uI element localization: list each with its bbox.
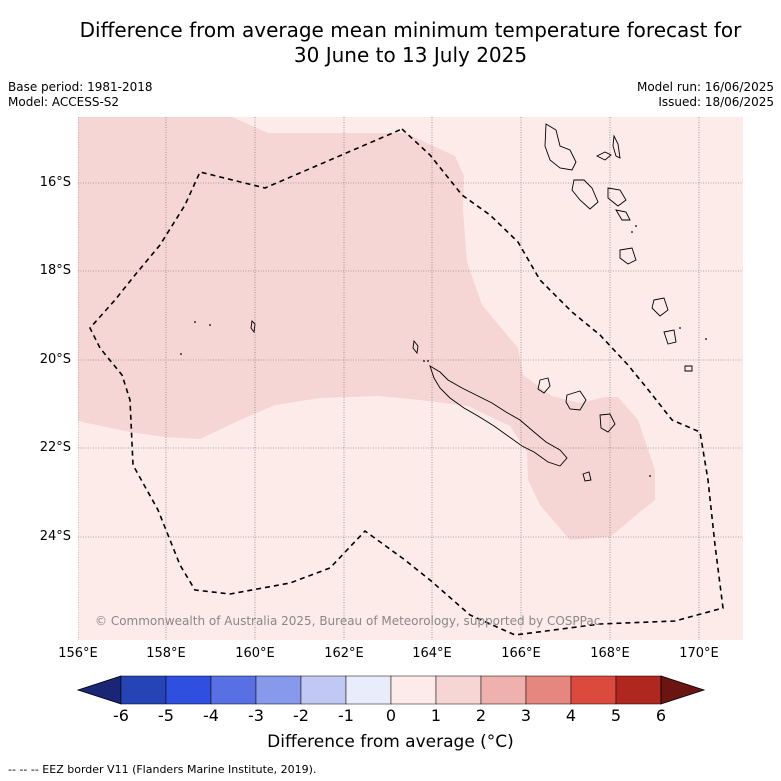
vanuatu-erromango (651, 297, 669, 317)
colorbar-bin (570, 675, 617, 705)
colorbar (76, 675, 706, 705)
vanuatu-maewo (612, 134, 621, 159)
forecast-map (78, 117, 743, 640)
colorbar-bin (300, 675, 347, 705)
base-period: Base period: 1981-2018 (8, 80, 153, 94)
vanuatu-shepherd-islands (615, 209, 631, 221)
colorbar-tick: 1 (430, 706, 442, 725)
lon-label-166e: 166°E (501, 646, 541, 661)
lon-label-156e: 156°E (58, 646, 98, 661)
colorbar-bin (390, 675, 437, 705)
copyright-notice: © Commonwealth of Australia 2025, Bureau… (95, 614, 601, 628)
colorbar-tick: -1 (338, 706, 354, 725)
model-run: Model run: 16/06/2025 (636, 80, 774, 94)
colorbar-tick: -3 (248, 706, 264, 725)
colorbar-tick: -4 (203, 706, 219, 725)
lat-label-16s: 16°S (39, 175, 71, 190)
colorbar-tick: 6 (655, 706, 667, 725)
colorbar-bin (255, 675, 302, 705)
title-line-2: 30 June to 13 July 2025 (293, 43, 528, 67)
lon-label-164e: 164°E (412, 646, 452, 661)
lat-label-20s: 20°S (39, 352, 71, 367)
colorbar-bin (345, 675, 392, 705)
colorbar-tick: -6 (113, 706, 129, 725)
meta-right: Model run: 16/06/2025 Issued: 18/06/2025 (637, 80, 774, 110)
ouvea-island (537, 377, 551, 394)
mare-island (599, 413, 616, 433)
small-islets (180, 225, 707, 477)
colorbar-tick: 4 (565, 706, 577, 725)
eez-legend-note: -- -- -- EEZ border V11 (Flanders Marine… (8, 763, 317, 776)
anomaly-region-1-2 (78, 117, 655, 540)
colorbar-tick: -5 (158, 706, 174, 725)
isle-of-pines (582, 471, 592, 482)
vanuatu-espiritu-santo (544, 123, 577, 171)
colorbar-tick: 3 (520, 706, 532, 725)
colorbar-tick: 5 (610, 706, 622, 725)
meta-left: Base period: 1981-2018 Model: ACCESS-S2 (8, 80, 153, 110)
colorbar-bin (435, 675, 482, 705)
colorbar-bin (480, 675, 527, 705)
lifou-island (565, 390, 587, 411)
colorbar-arrow-low (76, 675, 122, 705)
colorbar-bin (120, 675, 167, 705)
colorbar-bin (615, 675, 662, 705)
colorbar-bin (210, 675, 257, 705)
lat-label-24s: 24°S (39, 529, 71, 544)
eez-border (89, 128, 724, 636)
vanuatu-ambae (595, 151, 612, 161)
lon-label-168e: 168°E (590, 646, 630, 661)
lon-label-160e: 160°E (235, 646, 275, 661)
vanuatu-aneityum (684, 365, 693, 372)
lon-label-158e: 158°E (146, 646, 186, 661)
title-line-1: Difference from average mean minimum tem… (79, 18, 742, 42)
chart-title: Difference from average mean minimum tem… (0, 18, 781, 68)
colorbar-tick: -2 (293, 706, 309, 725)
vanuatu-efate (619, 247, 637, 265)
vanuatu-tanna (663, 329, 677, 345)
belep-islands (412, 339, 419, 355)
vanuatu-pentecost (607, 187, 627, 207)
model-name: Model: ACCESS-S2 (8, 95, 120, 109)
new-caledonia-main-island (429, 364, 568, 467)
chesterfield-reef (250, 320, 256, 334)
lat-label-18s: 18°S (39, 263, 71, 278)
vanuatu-malekula (571, 179, 599, 210)
coastlines (250, 123, 693, 482)
lon-label-162e: 162°E (324, 646, 364, 661)
colorbar-bin (165, 675, 212, 705)
colorbar-tick: 0 (385, 706, 397, 725)
grid-lines (78, 117, 743, 640)
colorbar-bin (525, 675, 572, 705)
lon-label-170e: 170°E (679, 646, 719, 661)
lat-label-22s: 22°S (39, 440, 71, 455)
issued-date: Issued: 18/06/2025 (658, 95, 774, 109)
colorbar-tick: 2 (475, 706, 487, 725)
colorbar-arrow-high (660, 675, 706, 705)
colorbar-label: Difference from average (°C) (267, 732, 514, 752)
